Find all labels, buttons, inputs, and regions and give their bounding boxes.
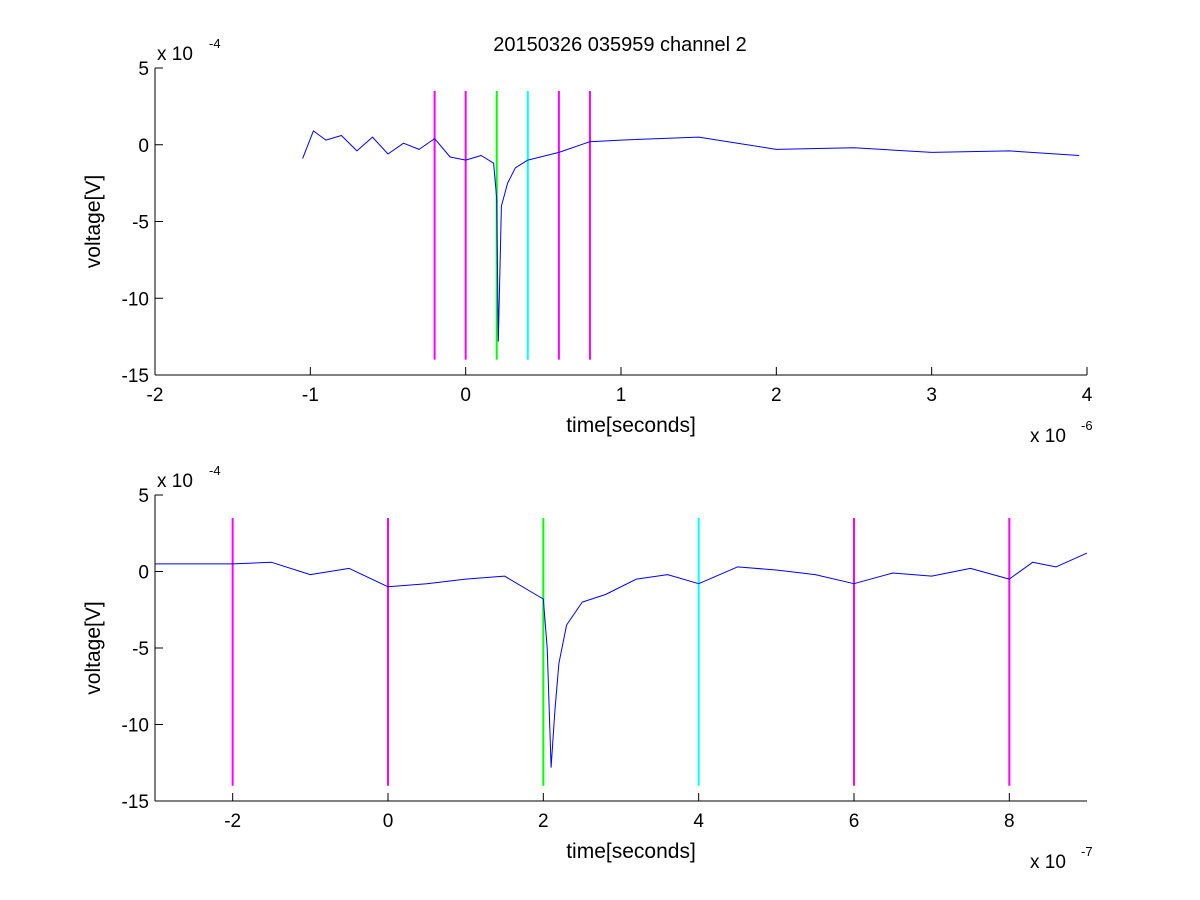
y-tick-label: -15 (122, 792, 149, 813)
y-tick-label: -10 (122, 289, 149, 310)
signal-trace (155, 552, 1088, 768)
x-tick-label: -2 (147, 385, 164, 406)
y-tick-label: -5 (132, 639, 149, 660)
x-tick-label: -2 (224, 811, 241, 832)
x-tick-label: 2 (538, 811, 549, 832)
bottom-plot: -2 0 2 4 6 8 5 0 -5 -10 -15 x 10 -4 x 10 -7 time[second… (82, 463, 1093, 873)
y-multiplier: x 10 (157, 471, 193, 492)
figure-title: 20150326 035959 channel 2 (493, 34, 747, 56)
x-axis-label: time[seconds] (566, 840, 696, 863)
y-multiplier: x 10 (157, 44, 193, 65)
x-tick-label: 2 (771, 385, 782, 406)
x-tick-label: -1 (302, 385, 319, 406)
y-exponent: -4 (209, 36, 221, 51)
x-tick-label: 4 (693, 811, 704, 832)
y-axis-label: voltage[V] (82, 175, 105, 268)
x-tick-label: 0 (383, 811, 394, 832)
y-tick-label: -15 (122, 366, 149, 387)
x-tick-label: 8 (1004, 811, 1015, 832)
x-tick-label: 6 (849, 811, 860, 832)
x-tick-label: 4 (1082, 385, 1093, 406)
x-multiplier: x 10 (1030, 852, 1066, 873)
y-tick-label: 0 (138, 563, 149, 584)
x-tick-label: 0 (460, 385, 471, 406)
x-axis-label: time[seconds] (566, 414, 696, 437)
x-exponent: -6 (1081, 418, 1093, 433)
y-tick-label: 5 (138, 486, 149, 507)
signal-trace (302, 130, 1080, 342)
y-exponent: -4 (209, 463, 221, 478)
x-multiplier: x 10 (1030, 426, 1066, 447)
top-plot: -2 -1 0 1 2 3 450-5-10-15x 10-4x 10-6time[seco… (82, 36, 1093, 447)
x-tick-label: 3 (926, 385, 937, 406)
y-tick-label: 0 (138, 136, 149, 157)
x-tick-label: 1 (616, 385, 627, 406)
x-exponent: -7 (1081, 844, 1093, 859)
y-tick-label: -10 (122, 716, 149, 737)
y-tick-label: -5 (132, 213, 149, 234)
y-tick-label: 5 (138, 59, 149, 80)
y-axis-label: voltage[V] (82, 601, 105, 694)
